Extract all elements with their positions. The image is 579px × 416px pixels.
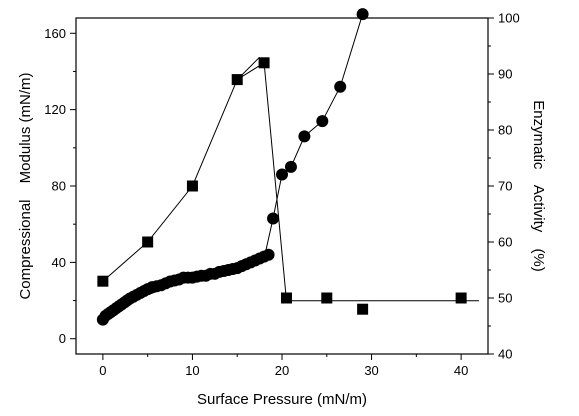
data-point-square [357,303,369,315]
data-point-circle [262,248,275,261]
y-right-title-part-2: Activity [530,185,547,233]
data-point-circle [284,160,297,173]
y-right-title-part-3: (%) [530,248,547,271]
x-tick-label: 40 [454,363,468,378]
data-point-square [258,57,270,69]
data-point-square [142,236,154,248]
y-left-tick-label: 120 [44,102,66,117]
y-left-axis-title: Compressional Modulus (mN/m) [17,72,34,299]
data-point-circle [334,80,347,93]
y-left-title-part-1: Compressional [17,199,34,299]
y-right-tick-label: 70 [498,179,512,194]
y-right-axis-title: Enzymatic Activity (%) [530,100,547,272]
data-point-circle [267,212,280,225]
y-left-title-part-2: Modulus (mN/m) [17,72,34,183]
data-point-square [186,180,198,192]
y-right-tick-label: 50 [498,291,512,306]
y-right-tick-label: 80 [498,123,512,138]
marks-layer [96,8,467,326]
data-point-square [231,74,243,86]
data-point-square [280,292,292,304]
data-point-circle [298,130,311,143]
y-right-tick-label: 90 [498,67,512,82]
x-tick-label: 0 [99,363,106,378]
x-tick-label: 10 [185,363,199,378]
plot-area [75,17,489,355]
y-left-tick-label: 0 [59,331,66,346]
y-left-tick-label: 40 [52,255,66,270]
data-point-square [321,292,333,304]
y-right-tick-label: 100 [498,11,520,26]
series-1-line [102,61,480,302]
data-point-circle [316,115,329,128]
y-left-tick-label: 80 [52,179,66,194]
ticks-layer: 0 10 20 30 40 0 40 80 120 160 40 50 60 70 80 90 100 [44,11,519,379]
x-axis-title: Surface Pressure (mN/m) [197,391,367,408]
y-right-title-part-1: Enzymatic [530,100,547,170]
y-left-tick-label: 160 [44,26,66,41]
x-tick-label: 30 [364,363,378,378]
data-point-square [97,275,109,287]
y-right-tick-label: 60 [498,235,512,250]
data-point-circle [356,8,369,21]
data-point-circle [276,168,288,181]
y-right-tick-label: 40 [498,347,512,362]
x-tick-label: 20 [275,363,289,378]
data-point-square [455,292,467,304]
